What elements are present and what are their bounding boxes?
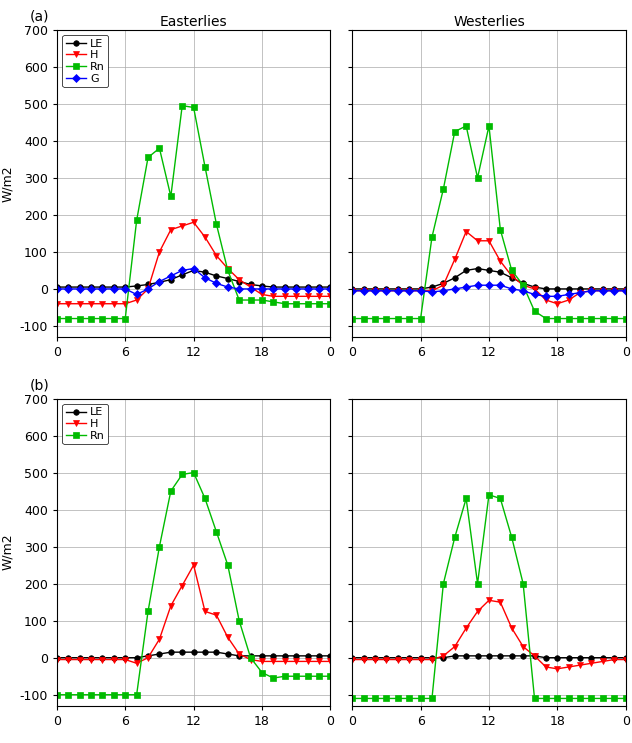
Y-axis label: W/m2: W/m2 [1,534,14,571]
Title: Easterlies: Easterlies [160,15,228,28]
Title: Westerlies: Westerlies [453,15,525,28]
Legend: LE, H, Rn: LE, H, Rn [63,404,109,444]
Legend: LE, H, Rn, G: LE, H, Rn, G [63,35,109,87]
Y-axis label: W/m2: W/m2 [1,165,14,201]
Text: (b): (b) [30,378,49,392]
Text: (a): (a) [30,10,49,24]
